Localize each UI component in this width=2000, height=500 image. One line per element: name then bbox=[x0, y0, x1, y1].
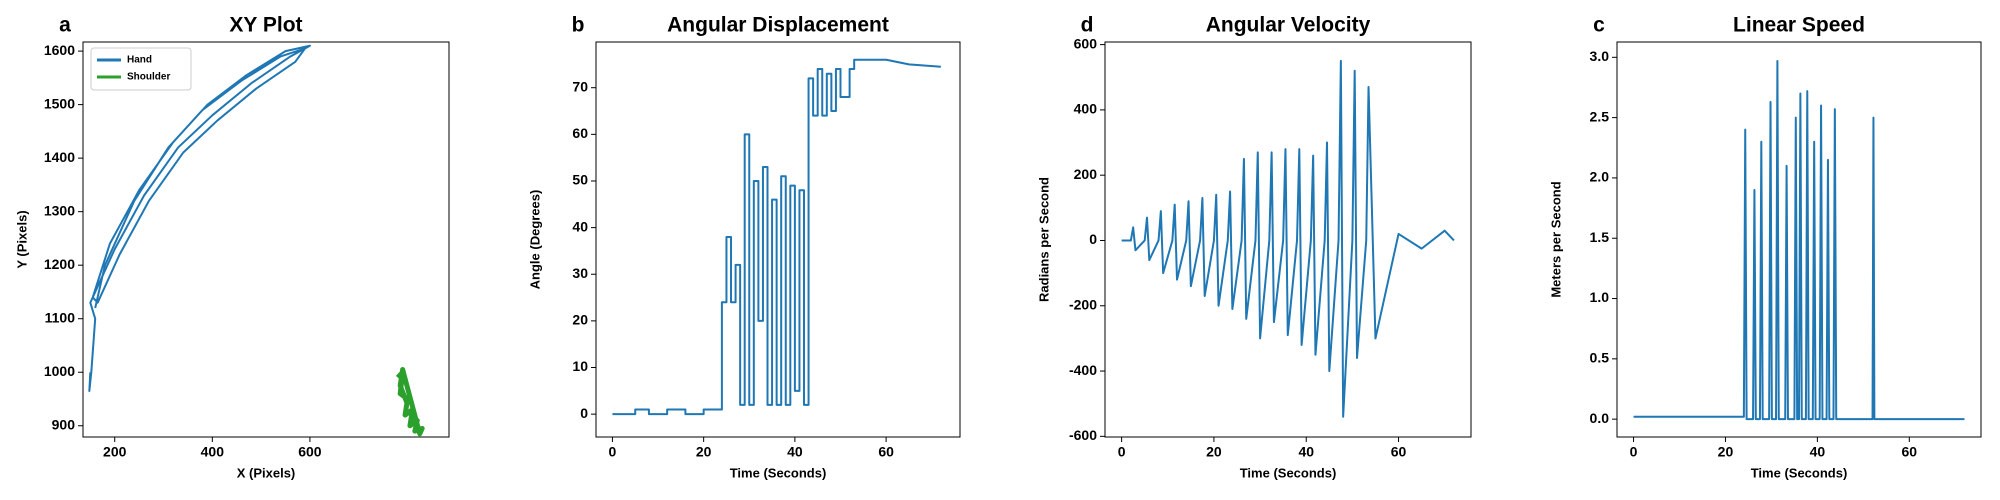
series-line bbox=[612, 58, 941, 416]
y-tick-label: 0.0 bbox=[1590, 410, 1610, 426]
y-tick-label: 20 bbox=[572, 312, 588, 328]
y-tick-label: 3.0 bbox=[1590, 48, 1610, 64]
y-tick-label: 900 bbox=[52, 416, 76, 432]
x-tick-label: 20 bbox=[1206, 444, 1222, 460]
y-axis-label: Y (Pixels) bbox=[14, 210, 29, 268]
axes-frame bbox=[1104, 41, 1472, 438]
y-tick-label: -600 bbox=[1069, 427, 1097, 443]
x-tick-label: 60 bbox=[1902, 444, 1918, 460]
y-tick-label: 2.0 bbox=[1590, 169, 1610, 185]
y-tick-label: 1.5 bbox=[1590, 229, 1610, 245]
axes-frame bbox=[1616, 41, 1982, 438]
subplot: 200 400 600 900 1000 1100 1200 1300 1400 1500 1600… bbox=[14, 14, 450, 480]
y-tick-label: 1100 bbox=[45, 309, 76, 325]
panel-label: c bbox=[1593, 14, 1605, 37]
y-tick-label: -200 bbox=[1069, 296, 1097, 312]
subplot: 0 20 40 60 0 10 20 30 40 50 60 70 Angular Displaceme… bbox=[527, 14, 961, 480]
x-tick-label: 60 bbox=[1391, 444, 1407, 460]
y-tick-label: 60 bbox=[572, 125, 588, 141]
x-tick-label: 600 bbox=[298, 444, 322, 460]
x-axis-label: Time (Seconds) bbox=[1240, 465, 1337, 480]
y-tick-label: 30 bbox=[572, 265, 588, 281]
chart-title: Linear Speed bbox=[1733, 14, 1865, 37]
chart-title: XY Plot bbox=[229, 14, 302, 37]
x-axis-label: Time (Seconds) bbox=[1751, 465, 1848, 480]
y-tick-label: 600 bbox=[1074, 35, 1098, 51]
y-tick-label: 2.5 bbox=[1590, 108, 1610, 124]
y-tick-label: 0 bbox=[1089, 231, 1097, 247]
y-tick-label: 0 bbox=[580, 405, 588, 421]
axes-frame bbox=[595, 41, 961, 438]
series-line bbox=[395, 367, 425, 437]
x-tick-label: 0 bbox=[1630, 444, 1638, 460]
x-tick-label: 200 bbox=[103, 444, 127, 460]
y-tick-label: 200 bbox=[1074, 166, 1098, 182]
x-tick-label: 20 bbox=[1718, 444, 1734, 460]
chart-title: Angular Displacement bbox=[667, 14, 889, 37]
x-tick-label: 20 bbox=[696, 444, 712, 460]
panel-label: a bbox=[59, 14, 71, 37]
y-tick-label: 1600 bbox=[44, 42, 75, 58]
chart-title: Angular Velocity bbox=[1206, 14, 1371, 37]
y-axis-label: Radians per Second bbox=[1036, 177, 1051, 302]
x-tick-label: 0 bbox=[1118, 444, 1126, 460]
x-tick-label: 60 bbox=[878, 444, 894, 460]
series-line bbox=[88, 44, 311, 392]
x-tick-label: 40 bbox=[1298, 444, 1314, 460]
series-line bbox=[1633, 59, 1965, 421]
y-tick-label: 10 bbox=[572, 358, 588, 374]
y-axis-label: Meters per Second bbox=[1548, 181, 1563, 297]
y-tick-label: 1000 bbox=[44, 363, 75, 379]
y-axis-label: Angle (Degrees) bbox=[527, 190, 542, 290]
y-tick-label: 1.0 bbox=[1590, 289, 1610, 305]
x-tick-label: 40 bbox=[787, 444, 803, 460]
series-line bbox=[1121, 59, 1455, 418]
panel-label: b bbox=[572, 14, 585, 37]
subplot: 0 20 40 60 0.0 0.5 1.0 1.5 2.0 2.5 3.0 Linear Speed… bbox=[1548, 14, 1982, 480]
axes-frame bbox=[82, 41, 450, 438]
panel-label: d bbox=[1081, 14, 1094, 37]
y-tick-label: 1400 bbox=[44, 149, 75, 165]
x-axis-label: Time (Seconds) bbox=[730, 465, 827, 480]
y-tick-label: 50 bbox=[572, 172, 588, 188]
subplot: 0 20 40 60 -600 -400 -200 0 200 400 600 Angular Vel… bbox=[1036, 14, 1472, 480]
y-tick-label: 0.5 bbox=[1590, 350, 1610, 366]
y-tick-label: 1500 bbox=[44, 95, 75, 111]
y-tick-label: 70 bbox=[572, 78, 588, 94]
x-tick-label: 400 bbox=[201, 444, 225, 460]
x-tick-label: 40 bbox=[1810, 444, 1826, 460]
y-tick-label: 1200 bbox=[44, 256, 75, 272]
y-tick-label: 40 bbox=[572, 218, 588, 234]
x-axis-label: X (Pixels) bbox=[237, 465, 296, 480]
y-tick-label: 400 bbox=[1074, 101, 1098, 117]
x-tick-label: 0 bbox=[609, 444, 617, 460]
y-tick-label: 1300 bbox=[44, 202, 75, 218]
y-tick-label: -400 bbox=[1069, 362, 1097, 378]
legend-label: Hand bbox=[127, 55, 152, 66]
legend-label: Shoulder bbox=[127, 72, 170, 83]
